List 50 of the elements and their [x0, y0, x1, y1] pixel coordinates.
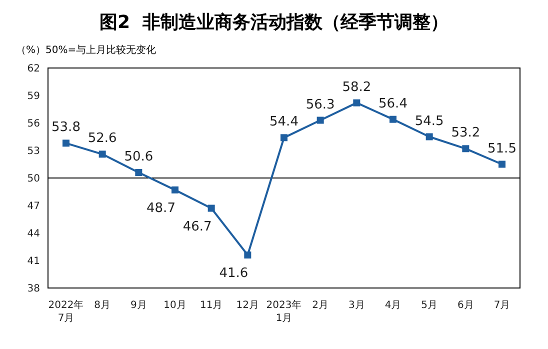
- data-label: 46.7: [182, 219, 212, 234]
- data-label: 56.4: [378, 96, 408, 112]
- data-label: 56.3: [306, 97, 335, 112]
- x-tick-label: 3月: [348, 300, 365, 311]
- point: [390, 116, 396, 123]
- y-tick-label: 41: [27, 256, 40, 268]
- x-tick-label: 11月: [200, 300, 223, 311]
- y-tick-label: 59: [27, 91, 40, 102]
- data-label: 50.6: [124, 150, 154, 164]
- point: [135, 169, 142, 176]
- chart-title: 图2 非制造业商务活动指数（经季节调整）: [98, 11, 450, 35]
- data-label: 51.5: [488, 141, 516, 156]
- data-label: 52.6: [88, 131, 117, 146]
- x-tick-label: 4月: [384, 300, 402, 311]
- data-label: 53.8: [52, 120, 80, 136]
- point: [316, 116, 324, 124]
- y-tick-label: 47: [27, 201, 40, 212]
- point: [498, 160, 506, 168]
- data-label: 54.5: [414, 114, 444, 129]
- x-tick-label: 6月: [457, 300, 474, 311]
- data-label: 53.2: [451, 126, 480, 141]
- point: [280, 134, 288, 142]
- x-tick-label: 5月: [421, 300, 438, 311]
- x-tick-label: 2月: [312, 300, 329, 311]
- point: [172, 186, 178, 194]
- x-tick-label: 10月: [164, 300, 186, 311]
- data-label: 58.2: [342, 80, 372, 95]
- point: [353, 99, 360, 106]
- y-tick-label: 50: [27, 174, 40, 185]
- data-label: 54.4: [270, 114, 298, 130]
- data-label: 41.6: [219, 266, 248, 281]
- point: [426, 133, 433, 140]
- point: [462, 145, 470, 152]
- x-tick-label: 2022年 7月: [48, 299, 84, 324]
- y-tick-label: 38: [27, 284, 40, 295]
- x-tick-label: 12月: [236, 300, 260, 311]
- point: [244, 252, 252, 258]
- x-tick-label: 8月: [94, 300, 111, 311]
- point: [62, 140, 70, 147]
- point: [98, 150, 106, 158]
- y-tick-label: 62: [27, 64, 40, 75]
- point: [208, 204, 215, 212]
- text: （%）50%=与上月比较无变化: [16, 44, 158, 58]
- x-tick-label: 2023年 1月: [266, 299, 302, 324]
- y-tick-label: 44: [27, 228, 40, 240]
- data-label: 48.7: [146, 200, 176, 216]
- y-tick-label: 53: [27, 146, 40, 158]
- x-tick-label: 7月: [494, 300, 510, 311]
- y-tick-label: 56: [27, 118, 40, 130]
- x-tick-label: 9月: [130, 300, 147, 311]
